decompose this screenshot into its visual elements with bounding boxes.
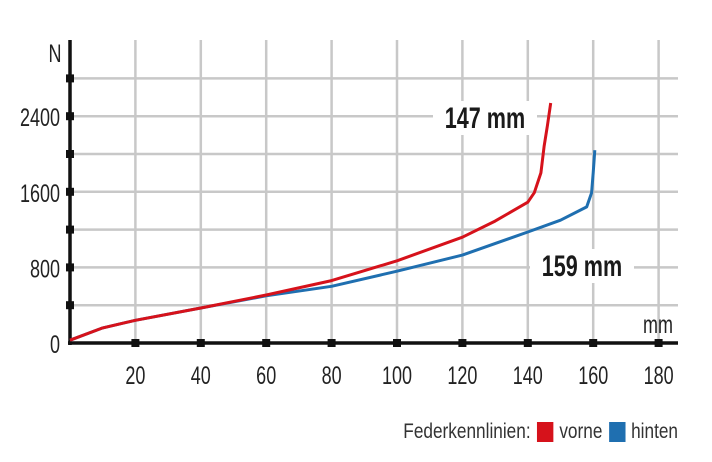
x-tick-label: 40 [191, 361, 211, 390]
legend-label-hinten: hinten [631, 420, 678, 443]
x-tick-label: 100 [382, 361, 412, 390]
x-tick-label: 80 [322, 361, 342, 390]
x-tick-mark [458, 339, 467, 347]
x-tick-mark [262, 339, 271, 347]
legend-swatch-hinten [608, 422, 626, 442]
legend: Federkennlinien: vorne hinten [403, 420, 678, 444]
x-tick-mark [196, 339, 205, 347]
legend-label-vorne: vorne [559, 420, 603, 443]
annotation-bg [433, 101, 537, 135]
x-tick-label: 140 [513, 361, 543, 390]
x-tick-label: 160 [578, 361, 608, 390]
y-tick-mark [66, 187, 74, 196]
x-tick-mark [654, 339, 663, 347]
annotation-bg [530, 249, 634, 283]
x-axis-label: mm [643, 310, 673, 339]
y-tick-mark [66, 74, 74, 83]
y-tick-mark [66, 225, 74, 234]
annotation-hinten: 159 mm [542, 248, 622, 282]
annotation-vorne: 147 mm [445, 100, 525, 134]
y-tick-label: 1600 [20, 179, 60, 208]
y-tick-mark [66, 263, 74, 272]
y-tick-mark [66, 301, 74, 310]
x-tick-label: 60 [256, 361, 276, 390]
x-tick-label: 180 [644, 361, 674, 390]
x-tick-mark [589, 339, 598, 347]
y-tick-label: 2400 [20, 103, 60, 132]
legend-swatch-vorne [537, 422, 554, 442]
x-tick-mark [393, 339, 401, 347]
y-tick-label: 800 [30, 254, 60, 283]
y-axis-label: N [49, 39, 62, 68]
y-tick-mark [66, 150, 74, 158]
x-tick-label: 120 [447, 361, 477, 390]
y-tick-label: 0 [50, 330, 60, 359]
x-tick-mark [131, 339, 140, 347]
y-tick-mark [66, 112, 74, 121]
legend-title: Federkennlinien: [403, 420, 531, 443]
x-tick-mark [523, 339, 532, 347]
x-tick-mark [327, 339, 336, 347]
series-line-vorne [69, 102, 553, 342]
x-tick-label: 20 [125, 361, 145, 390]
